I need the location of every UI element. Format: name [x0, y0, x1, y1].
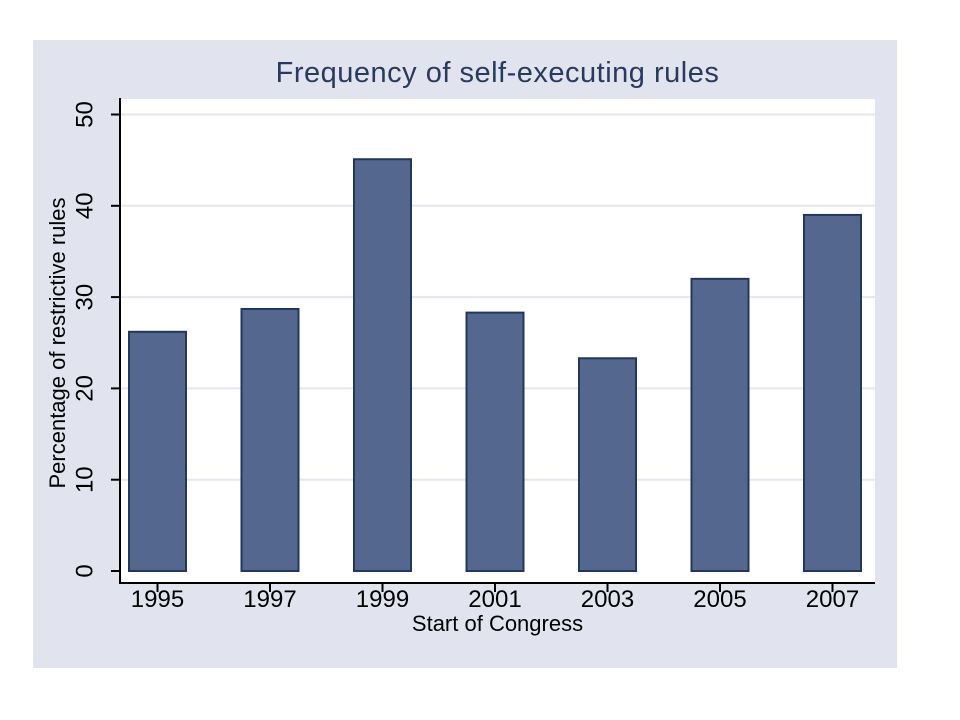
bar-1999 — [353, 158, 412, 572]
y-tick-label-40: 40 — [72, 192, 99, 219]
y-tick-label-20: 20 — [72, 375, 99, 402]
y-tick-label-10: 10 — [72, 466, 99, 493]
bar-chart: 0 10 20 30 40 50 1995 1997 1999 2001 2003 2005 2007 … — [33, 40, 897, 668]
chart-title: Frequency of self-executing rules — [275, 57, 720, 89]
bar-1997 — [240, 307, 300, 572]
x-axis-title: Start of Congress — [411, 611, 584, 636]
x-tick-label-2007: 2007 — [806, 586, 859, 613]
y-axis-title: Percentage of restrictive rules — [45, 197, 70, 489]
x-tick-label-2005: 2005 — [693, 586, 746, 613]
y-tick-label-30: 30 — [72, 284, 99, 311]
x-tick-label-2003: 2003 — [581, 586, 634, 613]
bar-2007 — [803, 213, 862, 572]
plot-canvas: 0 10 20 30 40 50 1995 1997 1999 2001 2003 2005 2007 — [72, 98, 875, 613]
y-tick-label-50: 50 — [72, 101, 99, 128]
x-tick-label-1995: 1995 — [131, 586, 184, 613]
bar-2003 — [578, 357, 637, 572]
x-tick-label-1999: 1999 — [356, 586, 409, 613]
x-tick-label-2001: 2001 — [468, 586, 521, 613]
bar-1995 — [128, 330, 187, 572]
y-tick-label-0: 0 — [72, 564, 99, 577]
bar-2001 — [465, 311, 525, 572]
bar-2005 — [690, 277, 750, 572]
x-tick-label-1997: 1997 — [243, 586, 296, 613]
